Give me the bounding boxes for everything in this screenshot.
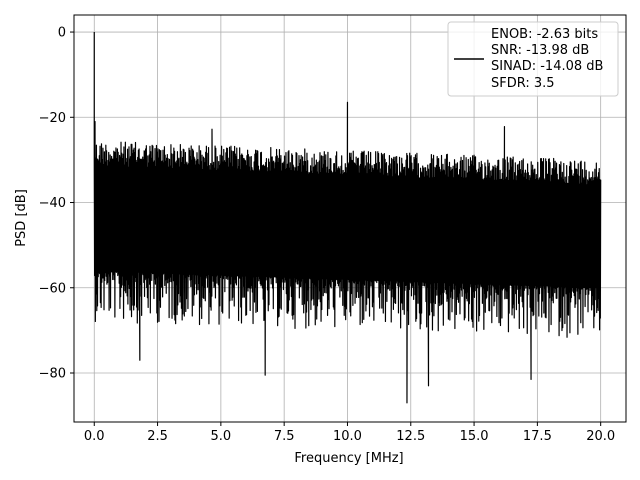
- x-tick-label: 5.0: [211, 429, 232, 444]
- x-tick-label: 20.0: [586, 429, 615, 444]
- x-tick-label: 10.0: [333, 429, 362, 444]
- x-axis-ticks: 0.0 2.5 5.0 7.5 10.0 12.5 15.0 17.5 20.0: [84, 422, 615, 444]
- axes-frame: [73, 14, 627, 423]
- legend-entry-sfdr: SFDR: 3.5: [491, 76, 555, 91]
- legend-entry-snr: SNR: -13.98 dB: [491, 43, 589, 58]
- x-tick-label: 2.5: [147, 429, 168, 444]
- y-axis-ticks: 0 −20 −40 −60 −80: [39, 26, 74, 381]
- x-tick-label: 17.5: [523, 429, 552, 444]
- legend: ENOB: -2.63 bits SNR: -13.98 dB SINAD: -…: [447, 21, 619, 97]
- y-tick-label: −60: [39, 281, 66, 296]
- y-tick-label: −20: [39, 111, 66, 126]
- legend-entry-sinad: SINAD: -14.08 dB: [491, 59, 603, 74]
- y-tick-label: 0: [58, 26, 66, 41]
- x-tick-label: 12.5: [396, 429, 425, 444]
- x-tick-label: 15.0: [460, 429, 489, 444]
- y-tick-label: −80: [39, 366, 66, 381]
- y-axis-label: PSD [dB]: [14, 189, 29, 247]
- psd-trace: [93, 32, 602, 404]
- y-tick-label: −40: [39, 196, 66, 211]
- x-axis-label: Frequency [MHz]: [294, 451, 403, 466]
- legend-entry-enob: ENOB: -2.63 bits: [491, 27, 598, 42]
- x-tick-label: 7.5: [274, 429, 295, 444]
- legend-box: [447, 21, 619, 97]
- x-tick-label: 0.0: [84, 429, 105, 444]
- plot-area: [93, 32, 602, 404]
